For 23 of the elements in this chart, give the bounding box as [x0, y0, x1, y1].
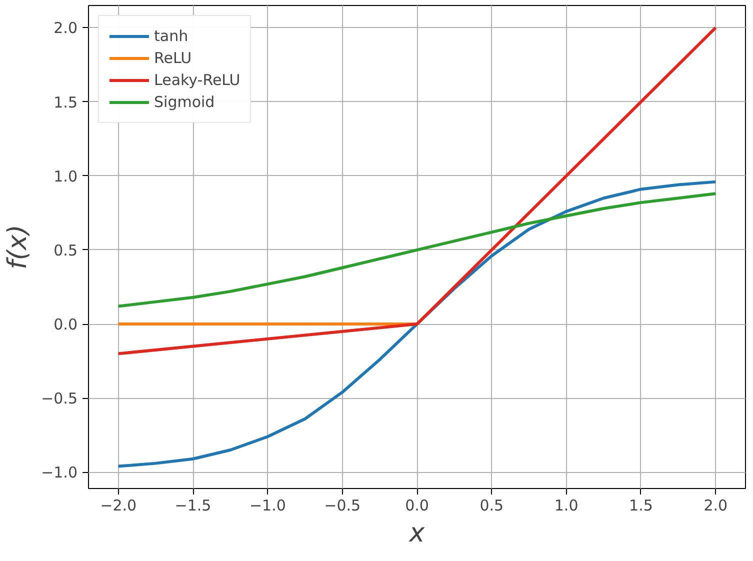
legend-label: Sigmoid [154, 93, 215, 111]
y-tick-label: 0.0 [54, 316, 78, 334]
x-tick-label: −2.0 [100, 496, 137, 514]
y-tick-label: 1.5 [54, 93, 78, 112]
x-tick-label: 0.5 [480, 496, 504, 514]
legend-label: tanh [154, 27, 188, 45]
y-tick-label: −0.5 [41, 390, 78, 408]
x-axis-title: x [408, 518, 426, 548]
y-tick-label: −1.0 [41, 464, 78, 482]
y-tick-label: 2.0 [54, 19, 78, 38]
y-tick-label: 0.5 [54, 241, 78, 260]
x-tick-label: 1.5 [629, 496, 653, 514]
x-tick-label: −0.5 [324, 496, 361, 514]
x-tick-label: 1.0 [554, 496, 578, 514]
y-axis-title: f(x) [3, 224, 34, 270]
x-tick-label: 0.0 [405, 496, 429, 514]
legend-label: Leaky-ReLU [154, 71, 240, 89]
x-tick-label: −1.0 [249, 496, 286, 514]
line-series [116, 192, 718, 308]
y-tick-label: 1.0 [54, 167, 78, 186]
x-tick-label: −1.5 [174, 496, 212, 514]
legend-label: ReLU [154, 49, 192, 67]
x-tick-label: 2.0 [704, 496, 728, 514]
